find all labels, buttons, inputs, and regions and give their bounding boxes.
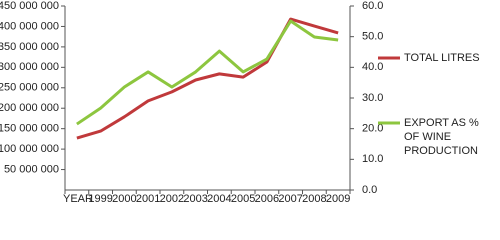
y-tick-label: 100 000 000	[0, 143, 59, 155]
chart: 50 000 000 100 000 000 150 000 000 200 000 …	[0, 0, 400, 205]
x-tick-label: 2001	[136, 193, 160, 205]
y2-tick-label: 20.0	[362, 123, 383, 135]
y-tick-label: 50 000 000	[4, 163, 59, 175]
x-tick-label: 2005	[231, 193, 255, 205]
x-axis-label: YEAR	[63, 193, 93, 205]
x-tick-label: 2006	[255, 193, 279, 205]
x-tick-label: 2002	[160, 193, 184, 205]
chart-root: 50 000 000 100 000 000 150 000 000 200 000 …	[0, 0, 480, 205]
x-tick-label: 2009	[326, 193, 350, 205]
y2-tick-label: 40.0	[362, 61, 383, 73]
series-line	[76, 17, 339, 140]
y-tick-label: 350 000 000	[0, 41, 59, 53]
y-tick-label: 300 000 000	[0, 61, 59, 73]
x-tick-label: 2007	[278, 193, 302, 205]
series-line	[76, 19, 339, 126]
x-tick-label: 2008	[302, 193, 326, 205]
y2-tick-label: 50.0	[362, 31, 383, 43]
legend-label: EXPORT AS % OF WINE PRODUCTION	[404, 117, 479, 157]
y-tick-label: 150 000 000	[0, 123, 59, 135]
legend-label: TOTAL LITRES	[404, 52, 480, 64]
y-tick-label: 250 000 000	[0, 82, 59, 94]
y2-tick-label: 30.0	[362, 92, 383, 104]
y-tick-label: 400 000 000	[0, 20, 59, 32]
x-tick-label: 2003	[183, 193, 207, 205]
x-tick-label: 2004	[207, 193, 231, 205]
y-tick-label: 200 000 000	[0, 102, 59, 114]
x-tick-label: 1999	[88, 193, 112, 205]
y-tick-label: 450 000 000	[0, 0, 59, 12]
x-tick-label: 2000	[112, 193, 136, 205]
y2-tick-label: 10.0	[362, 153, 383, 165]
y2-tick-label: 60.0	[362, 0, 383, 12]
y2-tick-label: 0.0	[362, 184, 377, 196]
